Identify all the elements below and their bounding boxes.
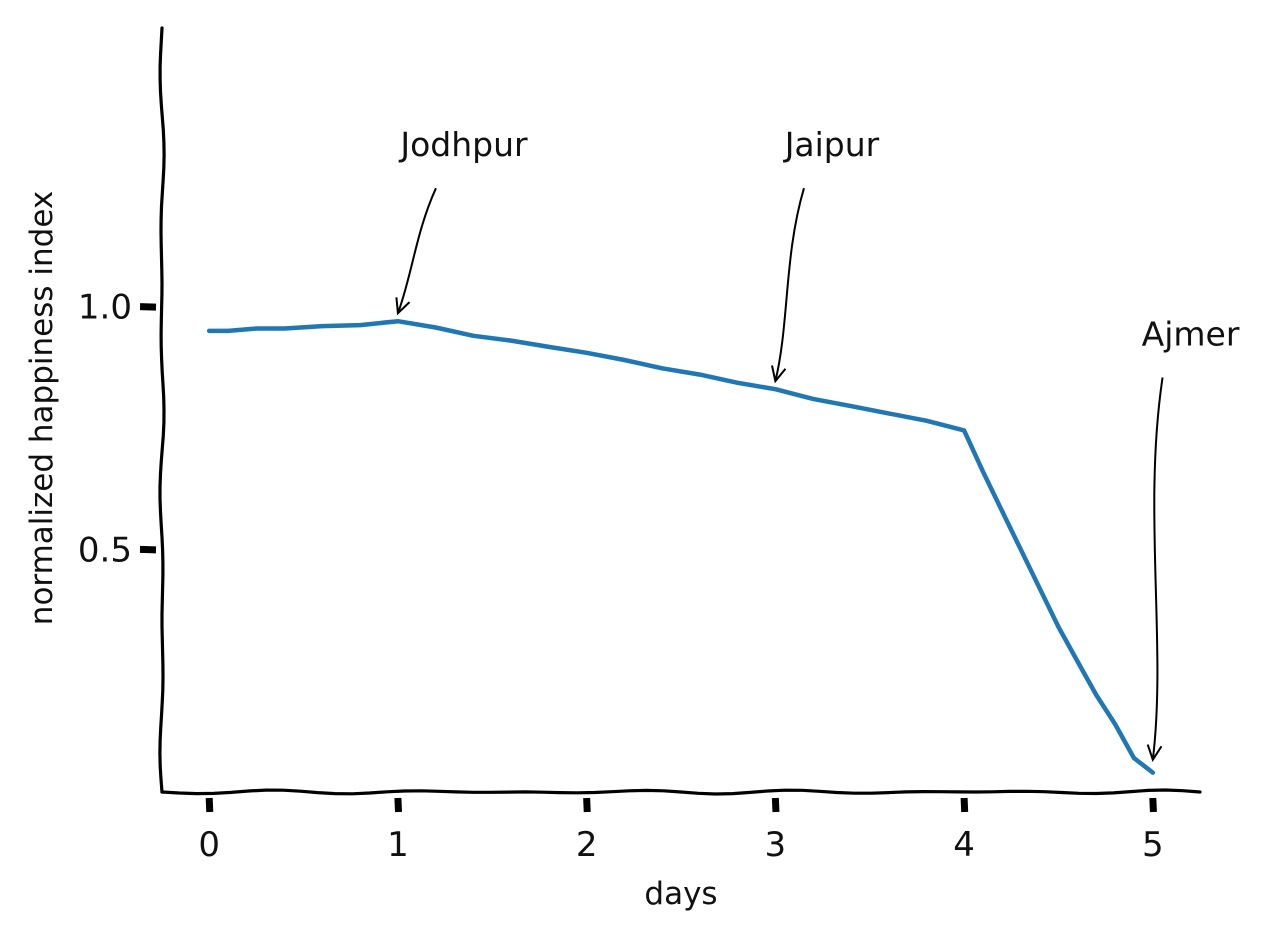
x-tick-mark [583,797,591,813]
x-tick-label: 2 [576,825,598,865]
y-tick-mark [139,545,157,554]
y-axis-line [158,26,166,794]
annotation-arrow [1151,377,1164,760]
annotation-label: Jaipur [783,125,880,164]
annotation-label: Ajmer [1142,314,1240,353]
x-axis-ticks: 0 1 2 3 4 5 [198,797,1164,865]
y-axis-label: normalized happiness index [24,191,60,625]
y-tick-label: 0.5 [78,530,132,570]
annotation-arrow [774,187,805,382]
y-tick-mark [139,303,157,311]
y-tick-label: 1.0 [78,288,132,328]
x-tick-mark [960,797,969,813]
y-axis-ticks: 0.5 1.0 [78,288,157,570]
x-tick-label: 1 [387,825,409,865]
chart-axes [158,26,1202,796]
x-tick-mark [771,797,780,813]
x-tick-label: 3 [765,825,787,865]
annotation-label: Jodhpur [398,125,528,164]
series-line [206,318,1156,775]
annotation-arrowhead [395,297,411,316]
x-tick-mark [1149,797,1157,813]
x-tick-mark [205,797,214,813]
x-axis-line [160,788,1202,796]
x-tick-label: 4 [953,825,975,865]
annotations: Jodhpur Jaipur Ajmer [395,125,1240,763]
x-axis-label: days [644,876,717,912]
x-tick-mark [394,797,403,813]
annotation-arrow [396,187,437,314]
data-series [206,318,1156,775]
annotation-arrowhead [771,365,787,384]
annotation-arrowhead [1146,744,1163,763]
x-tick-label: 0 [198,825,220,865]
x-tick-label: 5 [1142,825,1164,865]
